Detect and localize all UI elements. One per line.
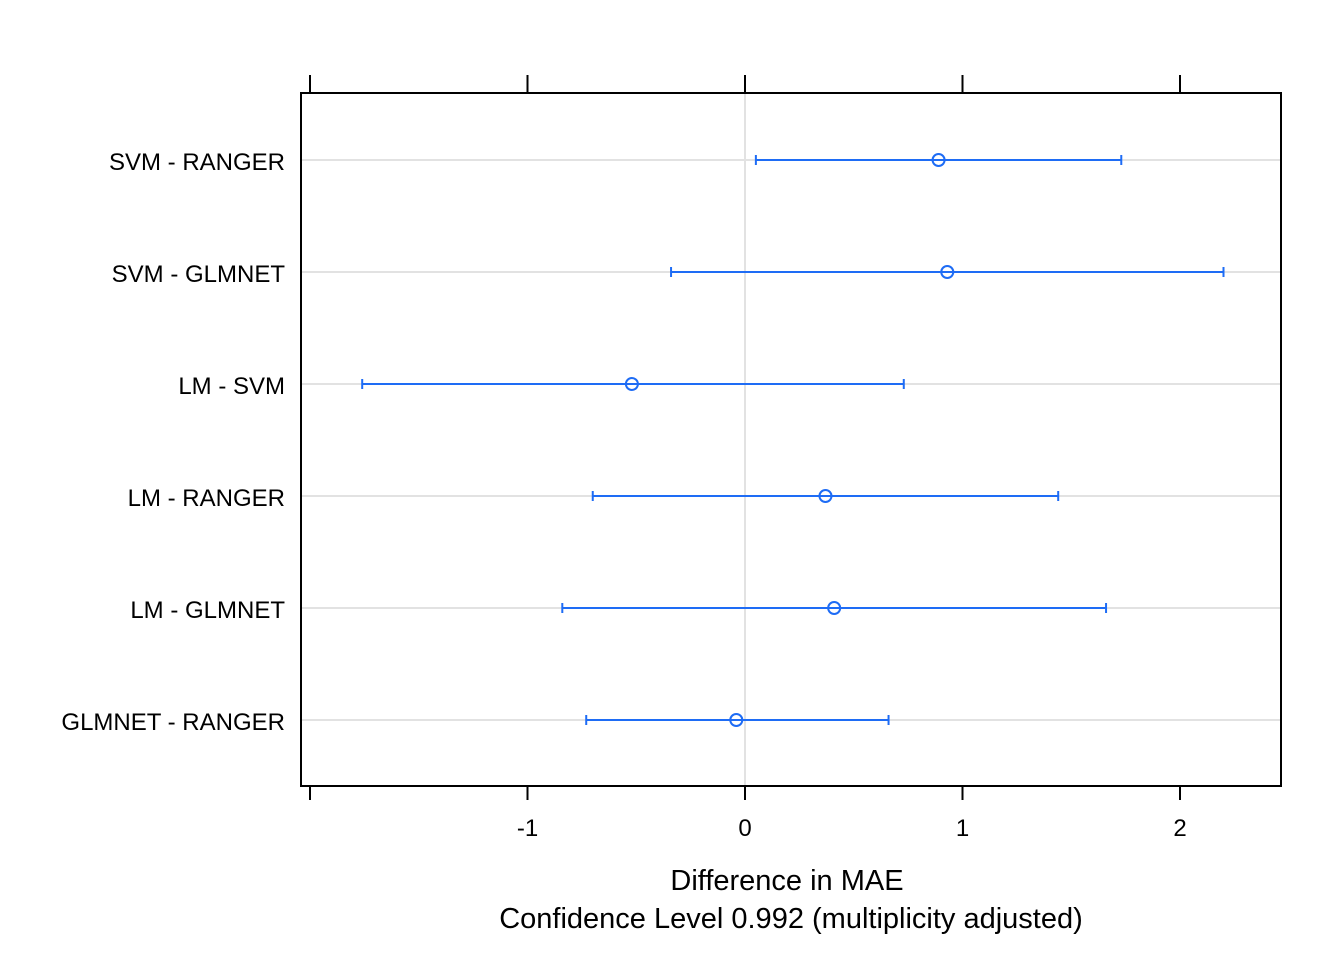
x-tick-label: 1 [956,815,969,842]
category-label: SVM - GLMNET [112,261,286,288]
category-label: LM - RANGER [128,485,285,512]
estimate-point [818,489,833,503]
category-label-layer: SVM - RANGER SVM - GLMNET LM - SVM LM - RAN… [61,149,285,736]
estimate-point [729,713,744,727]
category-label: LM - GLMNET [130,597,285,624]
x-tick-label: 2 [1173,815,1186,842]
estimate-point [940,265,955,279]
grid-layer [302,159,1280,721]
estimate-point [624,377,639,391]
x-axis-sublabel: Confidence Level 0.992 (multiplicity adj… [499,903,1083,935]
estimate-point [931,153,946,167]
axis-layer: -1 0 1 2 [309,75,1187,842]
x-axis-label: Difference in MAE [670,865,903,897]
series-layer [361,153,1225,727]
x-tick-label: 0 [738,815,751,842]
category-label: LM - SVM [178,373,285,400]
estimate-point [827,601,842,615]
x-tick-label: -1 [517,815,538,842]
category-label: GLMNET - RANGER [61,709,285,736]
plot-frame [300,92,1282,787]
category-label: SVM - RANGER [109,149,285,176]
